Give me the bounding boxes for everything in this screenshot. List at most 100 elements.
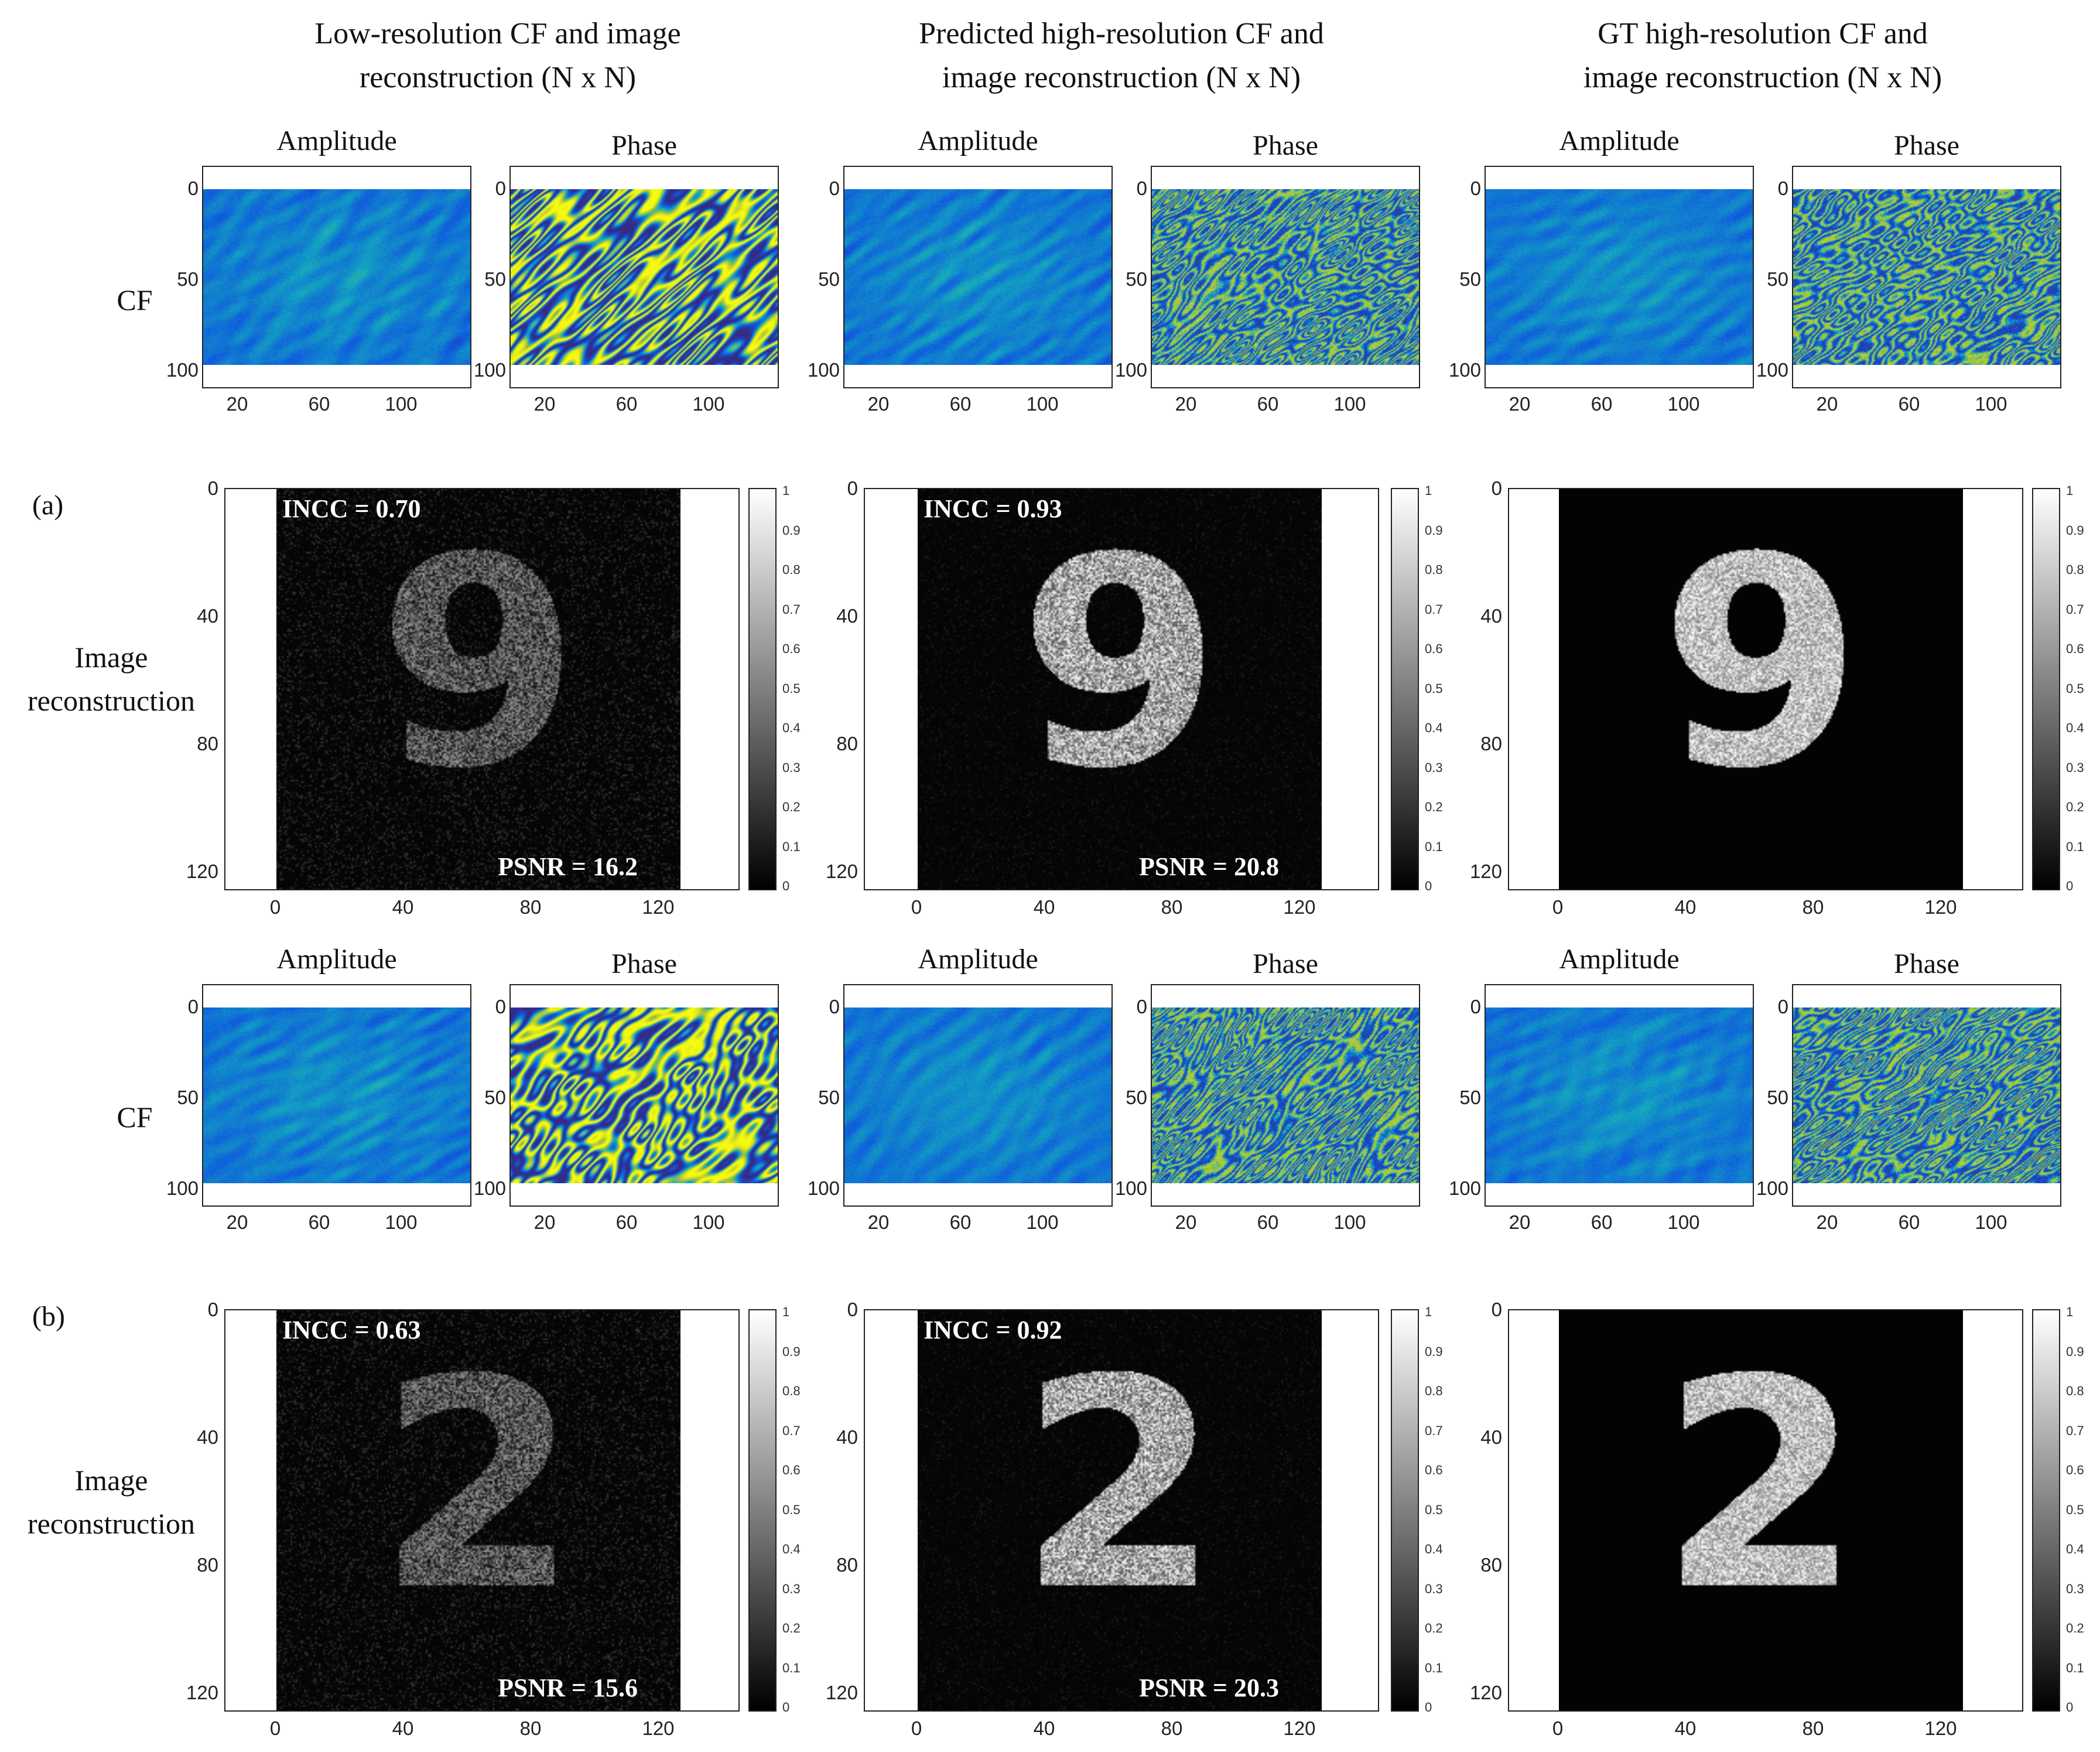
recon-y-tick: 120 xyxy=(825,860,858,882)
amplitude-subtitle: Amplitude xyxy=(918,944,1038,975)
amplitude-map xyxy=(844,1008,1111,1183)
cf-x-tick: 20 xyxy=(226,1211,248,1233)
recon-x-tick: 120 xyxy=(642,896,675,918)
cf-y-tick: 100 xyxy=(807,359,840,381)
cf-x-tick: 20 xyxy=(1175,393,1197,415)
colorbar-tick: 0.4 xyxy=(1425,720,1443,735)
cf-y-tick: 100 xyxy=(473,359,506,381)
cf-x-tick: 100 xyxy=(692,1211,725,1233)
colorbar-tick: 0.6 xyxy=(2066,641,2084,656)
cf-x-tick: 60 xyxy=(1591,1211,1613,1233)
recon-x-tick: 120 xyxy=(1924,896,1957,918)
cf-y-tick: 50 xyxy=(1767,268,1788,290)
psnr-value: PSNR = 20.3 xyxy=(1139,1674,1279,1702)
amplitude-subtitle: Amplitude xyxy=(918,125,1038,156)
cf-y-tick: 0 xyxy=(1136,177,1147,199)
cf-y-tick: 100 xyxy=(473,1177,506,1199)
cf-x-tick: 60 xyxy=(1591,393,1613,415)
cf-x-tick: 60 xyxy=(949,393,972,415)
cf-phase-plot xyxy=(509,166,779,388)
recon-x-tick: 80 xyxy=(1161,896,1183,918)
colorbar-tick: 0.5 xyxy=(782,1502,801,1517)
colorbar xyxy=(1391,1309,1419,1712)
phase-subtitle: Phase xyxy=(611,130,677,161)
cf-x-tick: 60 xyxy=(1898,393,1920,415)
recon-y-tick: 0 xyxy=(1491,1299,1502,1320)
cf-x-tick: 100 xyxy=(692,393,725,415)
reconstruction-image xyxy=(276,489,680,889)
recon-x-tick: 0 xyxy=(911,1717,922,1739)
colorbar-tick: 0.9 xyxy=(1425,522,1443,538)
colorbar-tick: 0.7 xyxy=(1425,602,1443,617)
colorbar xyxy=(2032,1309,2060,1712)
recon-y-tick: 120 xyxy=(186,860,218,882)
cf-y-tick: 50 xyxy=(1767,1087,1788,1108)
cf-x-tick: 20 xyxy=(1816,1211,1838,1233)
cf-x-tick: 60 xyxy=(308,393,330,415)
reconstruction-plot xyxy=(864,488,1379,890)
cf-phase-plot xyxy=(1792,984,2061,1207)
cf-y-tick: 50 xyxy=(1459,268,1481,290)
row-label-cf-a: CF xyxy=(117,284,153,316)
column-title-line: GT high-resolution CF and xyxy=(1598,17,1928,50)
phase-map xyxy=(1793,1008,2060,1183)
cf-x-tick: 60 xyxy=(615,393,638,415)
cf-y-tick: 50 xyxy=(1459,1087,1481,1108)
colorbar-tick: 1 xyxy=(1425,1304,1432,1319)
recon-y-tick: 0 xyxy=(207,1299,218,1320)
colorbar-tick: 0.3 xyxy=(1425,760,1443,775)
reconstruction-plot xyxy=(224,488,740,890)
cf-y-tick: 0 xyxy=(1777,177,1788,199)
recon-y-tick: 40 xyxy=(197,605,218,627)
colorbar-tick: 0.1 xyxy=(782,1660,801,1675)
reconstruction-plot xyxy=(224,1309,740,1712)
colorbar-tick: 1 xyxy=(2066,1304,2074,1319)
phase-subtitle: Phase xyxy=(1253,948,1318,979)
incc-value: INCC = 0.63 xyxy=(282,1316,421,1344)
colorbar-tick: 0.9 xyxy=(2066,1344,2084,1359)
recon-x-tick: 0 xyxy=(269,1717,281,1739)
recon-y-tick: 120 xyxy=(1469,860,1502,882)
colorbar-tick: 1 xyxy=(2066,483,2074,498)
incc-value: INCC = 0.70 xyxy=(282,494,421,523)
cf-x-tick: 20 xyxy=(1509,393,1531,415)
colorbar-tick: 0.7 xyxy=(782,602,801,617)
amplitude-subtitle: Amplitude xyxy=(276,944,397,975)
cf-x-tick: 100 xyxy=(1026,393,1059,415)
amplitude-map xyxy=(203,1008,470,1183)
recon-x-tick: 80 xyxy=(519,1717,542,1739)
colorbar-tick: 0.6 xyxy=(782,641,801,656)
colorbar-tick: 0.4 xyxy=(2066,1542,2084,1556)
cf-phase-plot xyxy=(1151,166,1420,388)
recon-x-tick: 40 xyxy=(1674,896,1697,918)
cf-y-tick: 50 xyxy=(177,1087,199,1108)
cf-phase-plot xyxy=(509,984,779,1207)
recon-y-tick: 80 xyxy=(836,1554,858,1576)
cf-x-tick: 20 xyxy=(867,393,890,415)
cf-y-tick: 100 xyxy=(1756,359,1788,381)
recon-y-tick: 0 xyxy=(1491,477,1502,499)
recon-y-tick: 80 xyxy=(197,733,218,754)
phase-map xyxy=(1152,189,1419,365)
cf-y-tick: 100 xyxy=(807,1177,840,1199)
recon-y-tick: 80 xyxy=(197,1554,218,1576)
recon-x-tick: 120 xyxy=(642,1717,675,1739)
recon-x-tick: 0 xyxy=(1552,896,1564,918)
recon-x-tick: 40 xyxy=(1033,896,1055,918)
amplitude-map xyxy=(1486,189,1753,365)
recon-x-tick: 40 xyxy=(1033,1717,1055,1739)
recon-y-tick: 80 xyxy=(836,733,858,754)
colorbar-tick: 1 xyxy=(782,1304,790,1319)
recon-y-tick: 0 xyxy=(847,477,858,499)
colorbar-tick: 1 xyxy=(782,483,790,498)
recon-y-tick: 40 xyxy=(836,1426,858,1448)
cf-y-tick: 0 xyxy=(495,177,506,199)
colorbar-tick: 0.1 xyxy=(782,839,801,854)
colorbar-tick: 0.7 xyxy=(1425,1423,1443,1438)
colorbar-tick: 0 xyxy=(782,1700,790,1715)
colorbar-tick: 0.2 xyxy=(782,800,801,814)
recon-y-tick: 120 xyxy=(825,1682,858,1703)
phase-map xyxy=(1152,1008,1419,1183)
cf-y-tick: 0 xyxy=(1470,996,1481,1017)
cf-y-tick: 100 xyxy=(1448,359,1481,381)
